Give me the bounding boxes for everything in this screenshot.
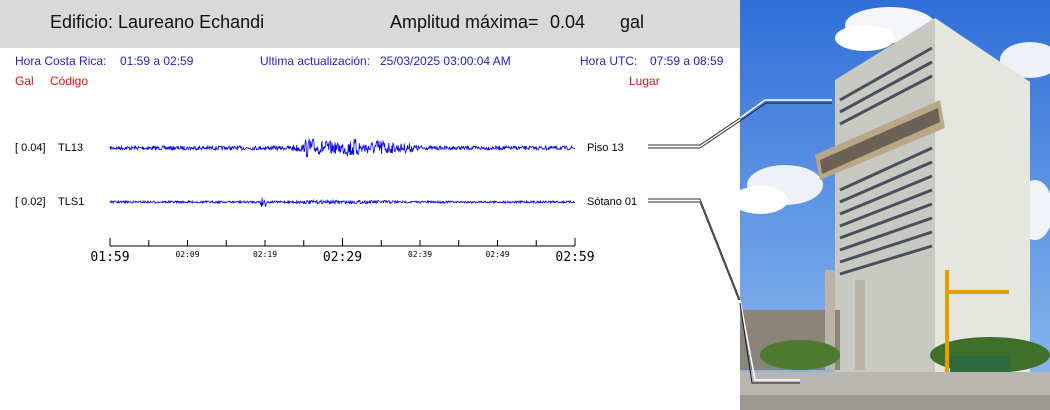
max-amplitude-unit: gal [620,12,645,32]
column-code: Código [50,74,89,88]
trace-tl13-line [109,138,576,158]
costa-rica-time-range: 01:59 a 02:59 [120,54,194,68]
max-amplitude-label: Amplitud máxima= [390,12,539,32]
last-update-value: 25/03/2025 03:00:04 AM [380,54,511,68]
leader-line-tl13 [648,120,740,149]
axis-tick-label: 02:09 [175,250,199,259]
trace-code-tl13: TL13 [58,142,84,154]
building-title: Edificio: Laureano Echandi [50,12,265,32]
building-photo-icon [740,0,1050,410]
axis-tick-label: 01:59 [90,250,129,265]
column-gal: Gal [15,74,34,88]
trace-tls1-line [109,197,576,207]
seismogram-chart: 01:59 02:09 02:19 02:29 02:39 02:49 02:59 [90,117,740,300]
utc-time-label: Hora UTC: [580,54,638,68]
trace-gal-tl13: [ 0.04] [15,142,46,154]
trace-gal-tls1: [ 0.02] [15,196,46,208]
trace-place-tl13: Piso 13 [587,142,624,154]
max-amplitude-value: 0.04 [550,12,586,32]
leader-line-tls1 [648,201,740,300]
axis-tick-label: 02:39 [408,250,432,259]
last-update-label: Ultima actualización: [260,54,371,68]
time-axis: 01:59 02:09 02:19 02:29 02:39 02:49 02:59 [90,238,595,265]
trace-code-tls1: TLS1 [58,196,85,208]
axis-tick-label: 02:49 [485,250,509,259]
trace-place-tls1: Sótano 01 [587,196,638,208]
axis-tick-label: 02:29 [323,250,362,265]
header-bar: Edificio: Laureano Echandi Amplitud máxi… [0,0,740,48]
axis-tick-label: 02:59 [555,250,594,265]
costa-rica-time-label: Hora Costa Rica: [15,54,107,68]
axis-tick-label: 02:19 [253,250,277,259]
utc-time-range: 07:59 a 08:59 [650,54,724,68]
leader-line-tls1 [648,198,740,300]
column-place: Lugar [629,74,660,88]
leader-line-tl13 [648,117,740,146]
